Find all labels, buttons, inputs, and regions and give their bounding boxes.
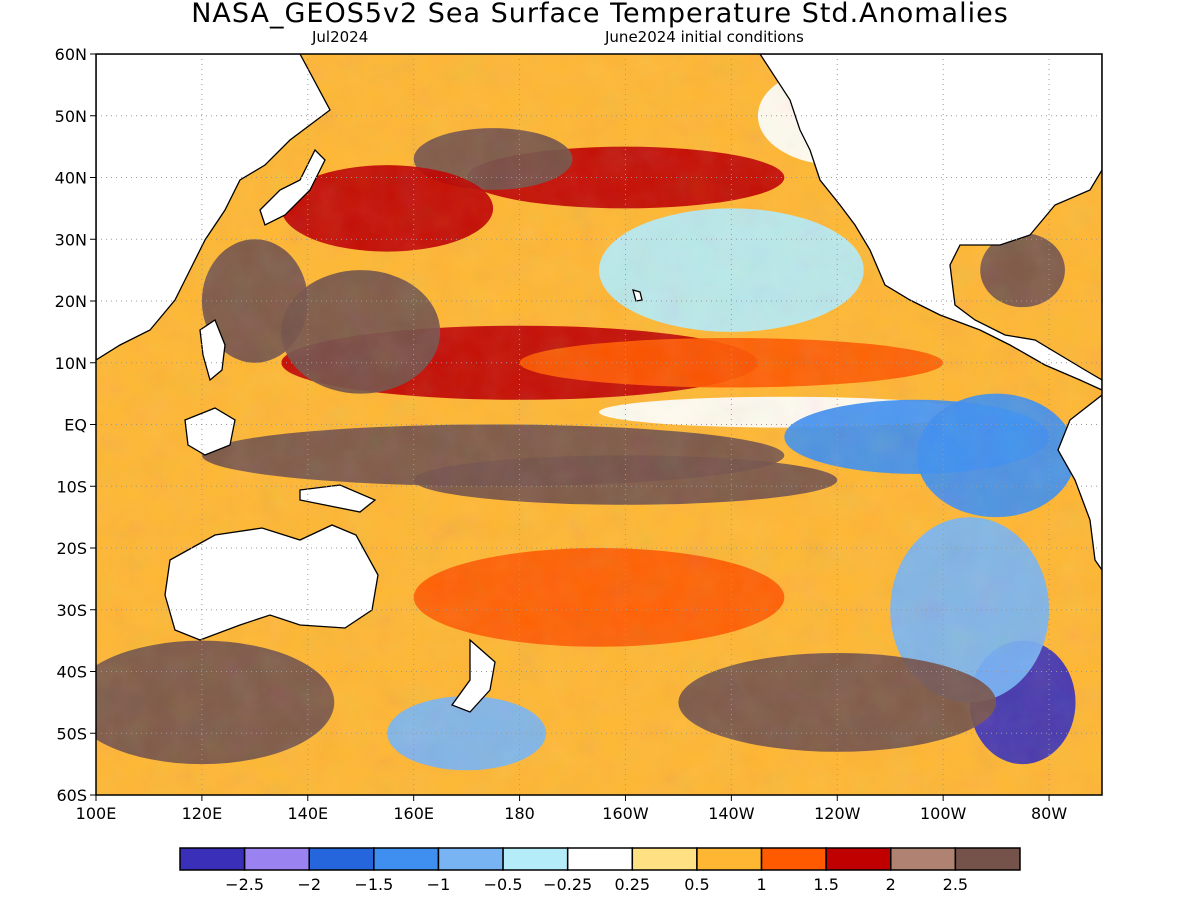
landmasses [96, 54, 1102, 713]
colorbar-swatch [437, 847, 504, 871]
initial-conditions: June2024 initial conditions [605, 28, 804, 46]
lon-label: 160E [393, 804, 434, 823]
colorbar-label: 0.25 [614, 875, 650, 894]
longitude-labels: 100E 120E 140E 160E 180 160W 140W 120W 100W 80W [76, 795, 1067, 823]
lon-label: 160W [602, 804, 649, 823]
colorbar-label: 2.5 [943, 875, 968, 894]
colorbar-swatch [954, 847, 1021, 871]
colorbar-label: −2 [297, 875, 321, 894]
lon-label: 100W [920, 804, 967, 823]
colorbar-swatch [890, 847, 957, 871]
lon-label: 140E [287, 804, 328, 823]
graticule [96, 54, 1102, 795]
landmass-borneo [184, 407, 236, 456]
colorbar-swatch [243, 847, 310, 871]
colorbar-swatch [631, 847, 698, 871]
colorbar-swatch [566, 847, 634, 871]
colorbar-swatch [373, 847, 440, 871]
colorbar-label: 1.5 [813, 875, 838, 894]
lon-label: 100E [76, 804, 117, 823]
colorbar-swatch [760, 847, 827, 871]
colorbar-swatch [179, 847, 246, 871]
colorbar-label: −1 [427, 875, 451, 894]
lat-label: 60S [56, 786, 87, 805]
landmass-south-america [1057, 394, 1102, 572]
colorbar-label: −0.5 [484, 875, 523, 894]
colorbar-label: −0.25 [543, 875, 592, 894]
lon-label: 120W [814, 804, 861, 823]
colorbar-label: −2.5 [225, 875, 264, 894]
colorbar-swatch [825, 847, 892, 871]
lat-label: 10N [55, 354, 87, 373]
map-title: NASA_GEOS5v2 Sea Surface Temperature Std… [191, 0, 1009, 29]
landmass-japan [259, 148, 326, 226]
colorbar-label: 1 [756, 875, 766, 894]
colorbar-label: 2 [886, 875, 896, 894]
lon-label: 180 [504, 804, 535, 823]
lat-label: EQ [64, 416, 87, 435]
landmass-new-guinea [299, 484, 377, 513]
landmass-north-america [759, 54, 1102, 391]
lat-label: 50S [56, 724, 87, 743]
lat-label: 10S [56, 477, 87, 496]
landmass-new-zealand [450, 638, 496, 713]
lat-label: 40N [55, 169, 87, 188]
landmass-asia [96, 54, 331, 361]
colorbar-label: 0.5 [684, 875, 709, 894]
landmass-hawaii [632, 289, 643, 302]
colorbar-swatch [696, 847, 763, 871]
colorbar-swatch [502, 847, 569, 871]
lat-label: 30N [55, 230, 87, 249]
lat-label: 30S [56, 601, 87, 620]
lon-label: 120E [182, 804, 223, 823]
latitude-labels: 60N 50N 40N 30N 20N 10N EQ 10S 20S 30S 40S 50S 60S [55, 45, 96, 805]
lon-label: 140W [708, 804, 755, 823]
lat-label: 20S [56, 539, 87, 558]
lon-label: 80W [1031, 804, 1067, 823]
landmass-philippines [199, 319, 226, 382]
colorbar-swatch [308, 847, 375, 871]
valid-month: Jul2024 [312, 28, 369, 46]
lat-label: 50N [55, 107, 87, 126]
lat-label: 60N [55, 45, 87, 64]
landmass-australia [164, 524, 379, 641]
colorbar-label: −1.5 [354, 875, 393, 894]
lat-label: 40S [56, 663, 87, 682]
lat-label: 20N [55, 292, 87, 311]
